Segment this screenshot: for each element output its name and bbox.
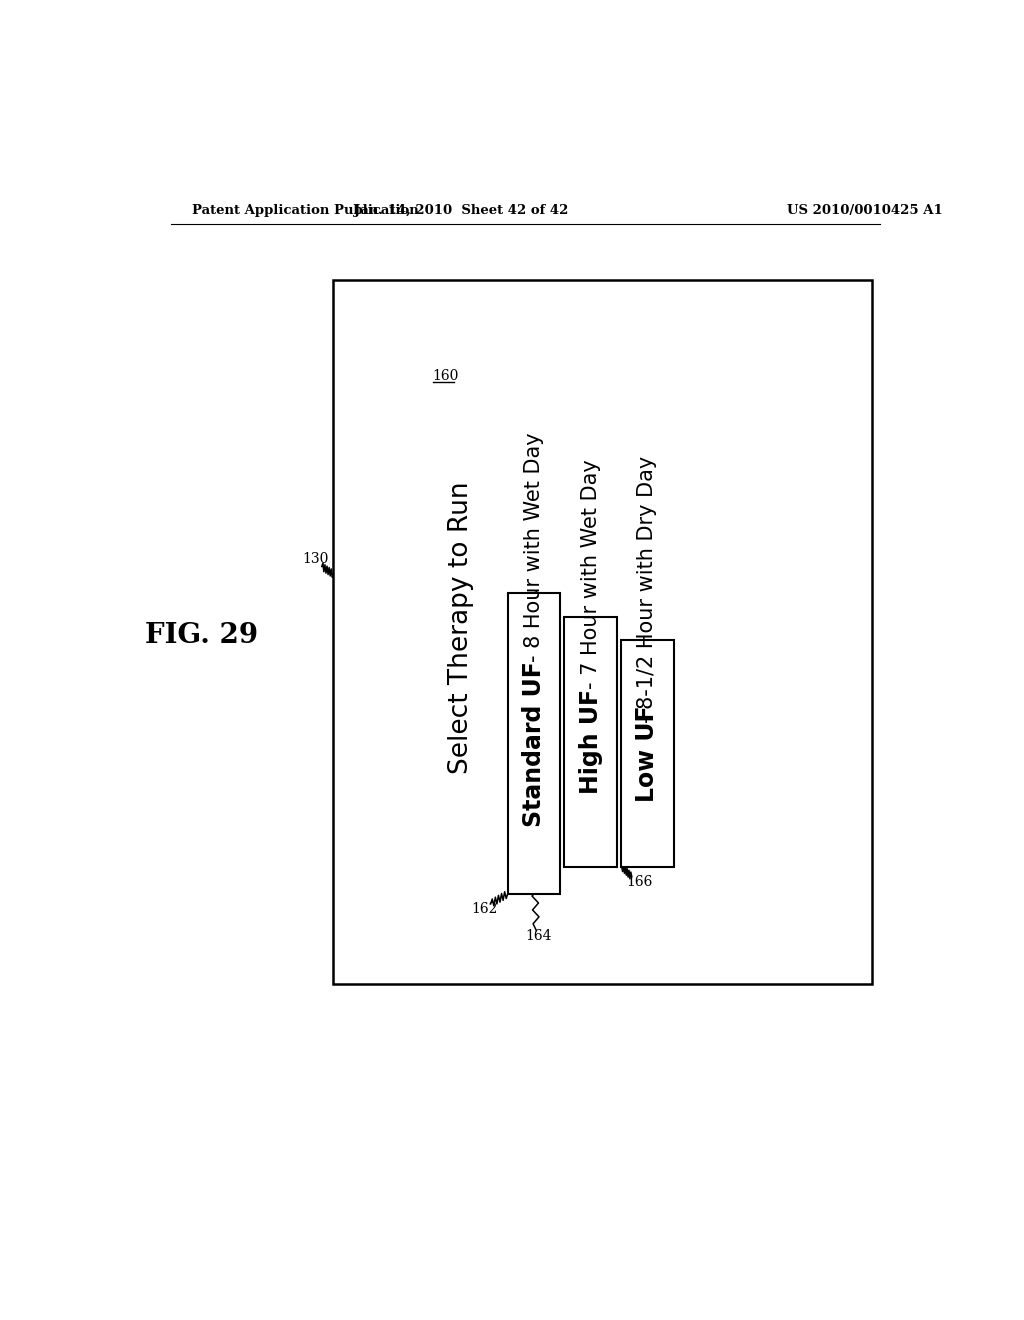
Text: Patent Application Publication: Patent Application Publication xyxy=(191,205,418,218)
Bar xyxy=(621,640,674,867)
Bar xyxy=(334,280,872,983)
Text: Select Therapy to Run: Select Therapy to Run xyxy=(449,482,474,775)
Bar xyxy=(508,594,560,894)
Text: 162: 162 xyxy=(471,902,498,916)
Bar xyxy=(564,616,617,867)
Text: Standard UF: Standard UF xyxy=(522,661,546,826)
Text: Jan. 14, 2010  Sheet 42 of 42: Jan. 14, 2010 Sheet 42 of 42 xyxy=(354,205,568,218)
Text: 164: 164 xyxy=(525,929,552,942)
Text: High UF: High UF xyxy=(579,689,603,795)
Text: 130: 130 xyxy=(302,552,329,566)
Text: - 7 Hour with Wet Day: - 7 Hour with Wet Day xyxy=(581,459,601,689)
Text: - 8 Hour with Wet Day: - 8 Hour with Wet Day xyxy=(524,433,544,663)
Text: - 8-1/2 Hour with Dry Day: - 8-1/2 Hour with Dry Day xyxy=(637,455,657,723)
Text: FIG. 29: FIG. 29 xyxy=(145,622,258,649)
Text: 160: 160 xyxy=(432,370,459,383)
Text: US 2010/0010425 A1: US 2010/0010425 A1 xyxy=(786,205,942,218)
Text: Low UF: Low UF xyxy=(635,705,659,801)
Text: 166: 166 xyxy=(627,875,652,890)
